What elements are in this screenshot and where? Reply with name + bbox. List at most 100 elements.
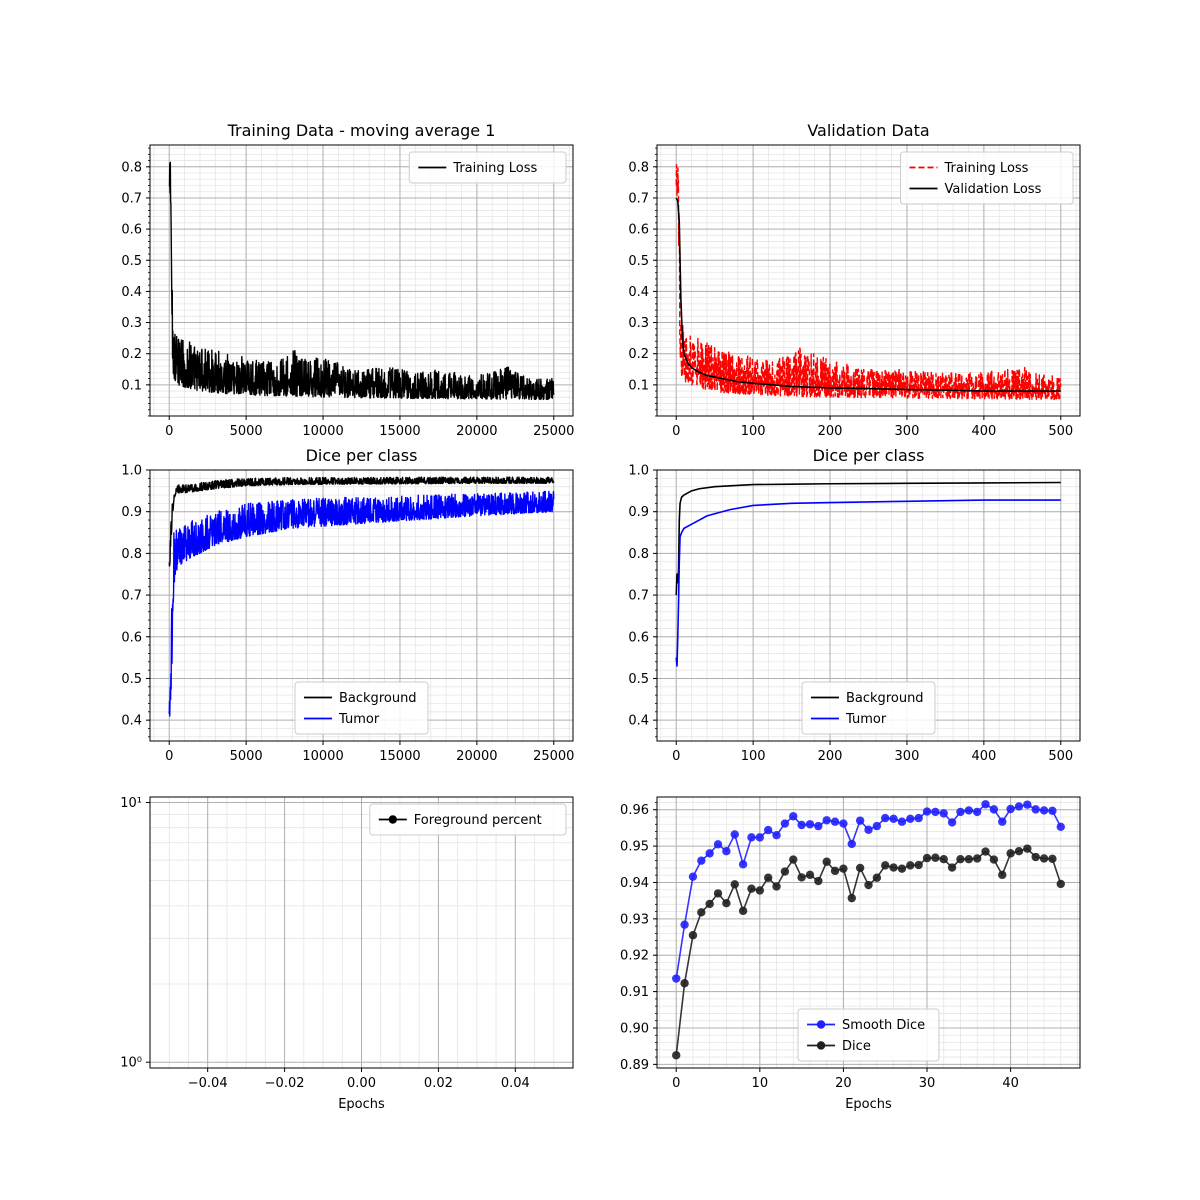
series-background-line — [168, 476, 555, 567]
y-tick-label: 0.5 — [628, 672, 649, 687]
data-point — [1014, 802, 1024, 811]
series-validation-loss-line — [675, 197, 1061, 392]
plot-area — [168, 476, 555, 717]
data-point — [847, 893, 856, 903]
data-point — [889, 814, 898, 824]
data-point — [713, 840, 723, 849]
legend-box — [369, 803, 567, 836]
x-tick-label: 5000 — [230, 749, 263, 764]
data-point — [730, 830, 739, 839]
y-tick-label: 0.95 — [620, 840, 649, 855]
y-tick-label: 0.89 — [620, 1058, 649, 1073]
y-tick-label: 0.2 — [121, 347, 142, 362]
x-tick-label: 20000 — [456, 749, 497, 764]
data-point — [989, 805, 999, 814]
data-point — [763, 873, 773, 882]
series-tumor — [675, 499, 1061, 667]
y-tick-label: 0.7 — [121, 191, 142, 206]
y-tick-label: 0.92 — [620, 949, 649, 964]
y-tick-label: 0.4 — [628, 285, 649, 300]
data-point — [939, 809, 948, 818]
data-point — [1006, 849, 1015, 858]
data-point — [897, 817, 907, 826]
y-tick-label: 0.5 — [121, 254, 142, 269]
x-axis-label: Epochs — [845, 1097, 892, 1112]
x-tick-label: 15000 — [379, 749, 420, 764]
major-grid — [150, 145, 573, 416]
x-tick-label: 0 — [165, 749, 173, 764]
data-point — [897, 864, 907, 873]
data-point — [972, 854, 982, 863]
data-point — [872, 873, 882, 882]
data-point — [872, 821, 882, 831]
legend: Training Loss Validation Loss — [900, 151, 1074, 205]
series-smooth-dice — [672, 800, 1065, 983]
legend: Training Loss — [408, 151, 567, 184]
y-tick-label: 0.90 — [620, 1021, 649, 1036]
y-tick-label: 0.1 — [121, 378, 142, 393]
legend-marker — [816, 1020, 826, 1029]
data-point — [922, 853, 932, 863]
data-point — [722, 899, 731, 908]
x-tick-label: 25000 — [533, 749, 574, 764]
y-tick-label: 0.7 — [628, 589, 649, 604]
data-point — [822, 816, 831, 825]
data-point — [805, 870, 815, 880]
plot-area — [675, 481, 1061, 667]
legend-label: Validation Loss — [945, 182, 1042, 197]
y-tick-label: 0.7 — [121, 589, 142, 604]
data-point — [1031, 852, 1040, 862]
x-tick-label: 10000 — [302, 749, 343, 764]
data-point — [855, 863, 865, 873]
data-point — [705, 849, 714, 858]
legend-label: Training Loss — [452, 161, 537, 176]
data-point — [914, 813, 923, 823]
data-point — [1023, 844, 1032, 853]
chart-panel-4: 0 100 200 300 400 500 0.4 0.5 0.6 0.7 0.8 0.9 1.0 Dic… — [628, 446, 1081, 764]
data-point — [805, 820, 815, 829]
y-tick-label: 0.5 — [121, 672, 142, 687]
data-point — [697, 908, 706, 917]
data-point — [738, 860, 748, 869]
y-tick-label: 0.6 — [121, 223, 142, 238]
legend-label: Smooth Dice — [842, 1018, 925, 1033]
x-tick-label: 0 — [672, 749, 680, 764]
chart-panel-1: 0 5000 10000 15000 20000 25000 0.1 0.2 0.3 0.4 0.5… — [121, 121, 574, 439]
x-tick-label: 300 — [895, 424, 920, 439]
x-tick-label: 25000 — [533, 424, 574, 439]
data-point — [680, 979, 689, 988]
data-point — [964, 855, 974, 864]
data-point — [713, 889, 723, 898]
y-tick-label: 0.9 — [121, 505, 142, 520]
data-point — [1039, 854, 1049, 863]
x-tick-label: −0.04 — [188, 1076, 228, 1091]
data-point — [839, 819, 848, 828]
x-tick-label: 200 — [818, 424, 843, 439]
major-grid — [150, 797, 573, 1068]
data-point — [672, 1051, 681, 1060]
x-tick-label: 10 — [752, 1076, 769, 1091]
data-point — [947, 863, 957, 872]
x-tick-label: 400 — [971, 749, 996, 764]
plot-area — [168, 161, 555, 401]
legend-box — [294, 681, 429, 735]
chart-panel-3: 0 5000 10000 15000 20000 25000 0.4 0.5 0.6 0.7 0.8… — [121, 446, 574, 764]
data-point — [738, 906, 748, 916]
series-training-loss — [675, 164, 1062, 401]
y-tick-label: 0.3 — [628, 316, 649, 331]
chart-title: Dice per class — [306, 446, 418, 465]
data-point — [697, 856, 706, 865]
axes-frame — [149, 469, 574, 742]
series-training-loss-line — [675, 164, 1062, 401]
data-point — [939, 855, 948, 864]
data-point — [789, 855, 798, 864]
y-tick-label: 0.4 — [628, 714, 649, 729]
data-point — [1056, 822, 1065, 832]
chart-panel-6: 0 10 20 30 40 0.89 0.90 0.91 0.92 0.93 0.94 0.95 0.9… — [620, 796, 1081, 1112]
data-point — [981, 800, 990, 809]
data-point — [906, 814, 915, 824]
y-tick-label: 0.93 — [620, 912, 649, 927]
data-point — [964, 806, 974, 815]
plot-area — [672, 800, 1065, 1060]
legend-label: Tumor — [338, 712, 380, 727]
